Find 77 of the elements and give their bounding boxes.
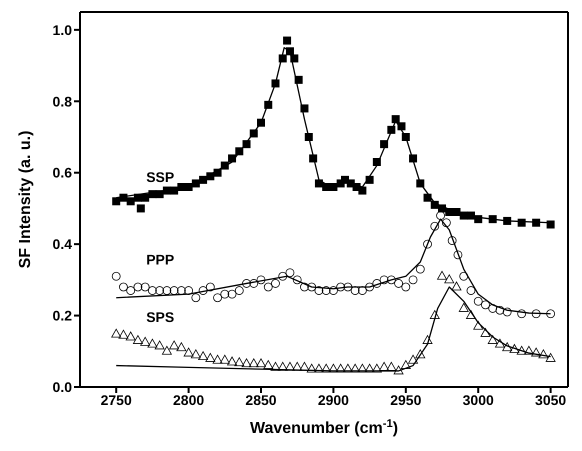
y-tick-label: 1.0 xyxy=(52,22,72,38)
point xyxy=(148,286,157,295)
point xyxy=(517,309,526,318)
point xyxy=(162,286,172,295)
y-tick-label: 0.8 xyxy=(52,93,72,110)
point xyxy=(436,211,445,220)
point xyxy=(191,293,200,302)
point xyxy=(220,290,230,299)
point xyxy=(264,282,273,292)
point xyxy=(430,222,440,231)
point xyxy=(119,282,128,292)
point xyxy=(228,290,236,299)
point xyxy=(112,272,121,281)
point xyxy=(488,304,498,313)
point xyxy=(213,293,222,302)
point xyxy=(466,286,476,295)
y-tick-label: 0.0 xyxy=(52,378,72,395)
point xyxy=(234,286,244,295)
point xyxy=(546,309,556,318)
y-tick-label: 0.6 xyxy=(52,164,72,181)
point xyxy=(170,286,179,295)
point xyxy=(256,275,266,284)
point xyxy=(314,286,324,295)
point xyxy=(532,309,541,318)
x-tick-label: 3050 xyxy=(535,392,566,408)
series-label: PPP xyxy=(146,251,174,268)
point xyxy=(300,282,309,292)
point xyxy=(454,250,462,260)
x-tick-label: 3000 xyxy=(462,392,494,408)
point xyxy=(286,268,294,278)
x-tick-label: 2800 xyxy=(173,392,204,408)
x-tick-label: 2950 xyxy=(390,392,422,408)
x-tick-label: 2850 xyxy=(245,392,277,408)
point xyxy=(307,282,316,292)
point xyxy=(126,286,136,295)
point xyxy=(386,275,396,284)
point xyxy=(408,275,418,284)
x-tick-label: 2900 xyxy=(318,392,350,408)
point xyxy=(206,282,215,292)
point xyxy=(336,282,346,292)
point xyxy=(242,279,251,288)
point xyxy=(184,286,194,295)
point xyxy=(292,275,302,284)
series-label: SSP xyxy=(146,169,174,186)
point xyxy=(176,286,186,295)
point xyxy=(394,279,403,288)
point xyxy=(134,282,142,292)
point xyxy=(496,306,504,315)
point xyxy=(329,286,338,295)
y-tick-label: 0.4 xyxy=(52,236,72,252)
y-tick-label: 0.2 xyxy=(52,308,72,324)
point xyxy=(358,286,367,295)
point xyxy=(423,240,432,249)
point xyxy=(365,282,374,292)
point xyxy=(278,272,288,281)
point xyxy=(249,279,258,288)
point xyxy=(271,279,280,288)
point xyxy=(448,236,457,245)
point xyxy=(442,218,451,228)
point xyxy=(502,308,512,316)
point xyxy=(343,282,352,292)
point xyxy=(372,279,382,288)
point xyxy=(380,275,388,284)
point xyxy=(155,286,164,295)
point xyxy=(459,272,468,281)
point xyxy=(474,296,483,306)
series-label: SPS xyxy=(146,309,174,326)
y-axis-title: SF Intensity (a. u.) xyxy=(17,130,34,268)
point xyxy=(401,282,410,292)
point xyxy=(481,300,490,310)
x-tick-label: 2750 xyxy=(100,392,132,408)
point xyxy=(416,264,425,274)
point xyxy=(140,282,150,292)
x-axis-title: Wavenumber (cm$^{-1}$) xyxy=(250,418,398,437)
point xyxy=(198,286,208,295)
point xyxy=(350,286,360,295)
point xyxy=(322,286,331,295)
